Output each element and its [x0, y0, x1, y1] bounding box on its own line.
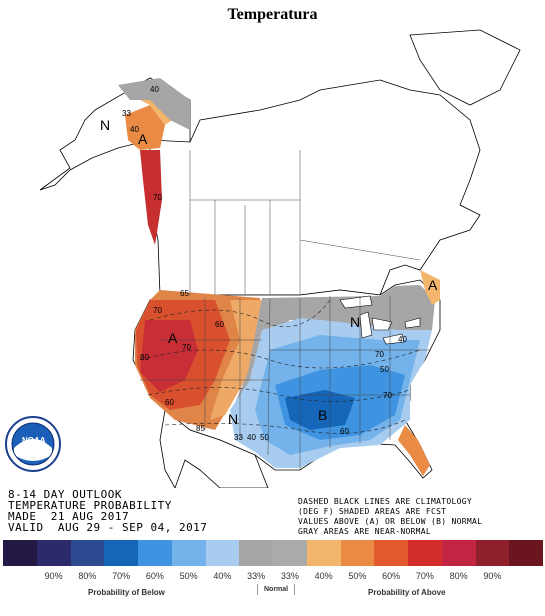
outlook-line: MADE 21 AUG 2017 [8, 510, 130, 523]
legend-swatch [408, 540, 442, 566]
region-label-alaska-n: N [100, 117, 110, 133]
contour-label: 65 [180, 289, 189, 298]
legend-swatch [340, 540, 375, 566]
contour-label: 80 [140, 353, 149, 362]
legend-below-label: Probability of Below [88, 588, 165, 597]
legend-percent-label: 80% [449, 571, 468, 581]
outlook-line: 8-14 DAY OUTLOOK [8, 488, 122, 501]
contour-label: 70 [383, 391, 392, 400]
contour-label: 60 [215, 320, 224, 329]
region-label-west-a: A [168, 330, 178, 346]
note-line: DASHED BLACK LINES ARE CLIMATOLOGY [298, 497, 472, 506]
florida-above [398, 425, 430, 476]
outlook-line: TEMPERATURE PROBABILITY [8, 499, 172, 512]
legend-percent-label: 90% [483, 571, 502, 581]
contour-label: 33 [234, 433, 243, 442]
legend-swatch [374, 540, 408, 566]
legend-percent-label: 90% [44, 571, 63, 581]
contour-label: 70 [375, 350, 384, 359]
alaska-gray [118, 78, 190, 130]
alaska-above-light [140, 98, 175, 125]
legend-swatches [3, 540, 543, 566]
contour-label: 70 [182, 343, 191, 352]
legend-swatch [138, 540, 172, 566]
legend-swatch [70, 540, 105, 566]
legend-percent-label: 60% [382, 571, 401, 581]
legend-percent-label: 80% [78, 571, 97, 581]
legend-swatch [239, 540, 273, 566]
legend-swatch [273, 540, 307, 566]
legend-swatch [3, 540, 37, 566]
mexico-land [159, 409, 269, 488]
note-line: VALUES ABOVE (A) OR BELOW (B) NORMAL [298, 517, 483, 526]
legend-percent-label: 33% [280, 571, 299, 581]
legend-above-label: Probability of Above [368, 588, 446, 597]
state-borders [140, 296, 430, 470]
legend-swatch [36, 540, 71, 566]
legend-percent-label: 50% [348, 571, 367, 581]
west-above-60 [140, 320, 198, 392]
contour-label: 50 [260, 433, 269, 442]
legend-percent-label: 70% [112, 571, 131, 581]
contour-label: 40 [130, 125, 139, 134]
contour-label: 50 [380, 365, 389, 374]
legend-swatch [306, 540, 341, 566]
legend-percent-label: 40% [213, 571, 232, 581]
legend-swatch [475, 540, 510, 566]
region-label-texas-n: N [228, 411, 238, 427]
contour-label: 85 [196, 424, 205, 433]
ak-panhandle [140, 150, 162, 245]
legend-swatch [104, 540, 138, 566]
noaa-logo: NOAA [5, 416, 61, 472]
legend-percent-label: 60% [145, 571, 164, 581]
east-below-60 [285, 390, 355, 430]
climatology-lines [139, 299, 421, 434]
outlook-map: N A A N N B A 40 33 40 70 65 70 60 70 80… [5, 29, 521, 488]
legend-percent-label: 70% [415, 571, 434, 581]
legend-percent-label: 40% [314, 571, 333, 581]
legend-swatch [441, 540, 476, 566]
legend-swatch [171, 540, 206, 566]
map-title: Temperatura [227, 6, 318, 23]
region-label-northeast-a: A [428, 277, 438, 293]
contour-label: 40 [398, 335, 407, 344]
contour-label: 33 [122, 109, 131, 118]
legend-swatch [205, 540, 240, 566]
legend-swatch [509, 540, 543, 566]
canada-land [149, 79, 481, 296]
legend-spacer [509, 571, 543, 581]
legend-percent-label: 50% [179, 571, 198, 581]
contour-label: 70 [153, 306, 162, 315]
province-borders [189, 150, 421, 295]
contour-label: 40 [150, 85, 159, 94]
contour-label: 70 [153, 193, 162, 202]
legend-note: DASHED BLACK LINES ARE CLIMATOLOGY (DEG … [298, 497, 482, 537]
midwest-gray [232, 285, 435, 410]
outlook-line: VALID AUG 29 - SEP 04, 2017 [8, 521, 208, 534]
greenland-land [409, 29, 521, 106]
legend-normal-label: Normal [257, 584, 296, 595]
legend-spacer [3, 571, 37, 581]
note-line: GRAY AREAS ARE NEAR-NORMAL [298, 527, 432, 536]
contour-label: 40 [247, 433, 256, 442]
northeast-above [420, 270, 440, 305]
region-label-alaska-a: A [138, 131, 148, 147]
contour-label: 60 [340, 427, 349, 436]
west-above-edge [210, 300, 262, 420]
contour-label: 60 [165, 398, 174, 407]
legend-percentages: 90% 80% 70% 60% 50% 40% 33% 33% 40% 50% 60% 70% 80% 9… [3, 571, 543, 581]
legend-percent-label: 33% [247, 571, 266, 581]
note-line: (DEG F) SHADED AREAS ARE FCST [298, 507, 447, 516]
probability-legend: 90% 80% 70% 60% 50% 40% 33% 33% 40% 50% 60% 70% 80% 9… [3, 540, 543, 581]
region-label-southeast-b: B [318, 407, 327, 423]
outlook-info: 8-14 DAY OUTLOOK TEMPERATURE PROBABILITY… [8, 489, 207, 533]
region-label-great-lakes-n: N [350, 314, 360, 330]
great-lakes [339, 295, 421, 345]
alaska-above [125, 105, 165, 150]
noaa-logo-text: NOAA [22, 436, 46, 445]
